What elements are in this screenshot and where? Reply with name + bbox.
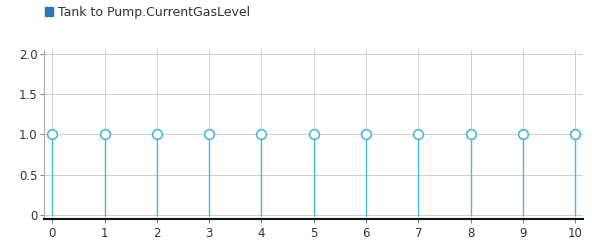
Legend: Tank to Pump.CurrentGasLevel: Tank to Pump.CurrentGasLevel [45, 6, 250, 19]
